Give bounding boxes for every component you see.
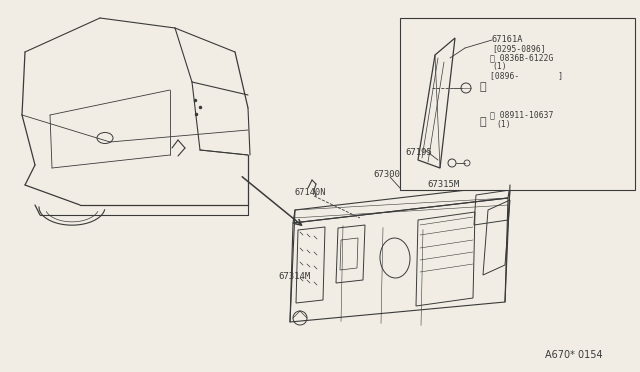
Text: [0295-0896]: [0295-0896] <box>492 44 546 53</box>
Text: Ⓢ: Ⓢ <box>480 82 486 92</box>
Text: Ⓢ 0836B-6122G: Ⓢ 0836B-6122G <box>490 53 554 62</box>
Text: 67195: 67195 <box>405 148 432 157</box>
Text: 67315M: 67315M <box>427 180 460 189</box>
Text: (1): (1) <box>492 62 507 71</box>
Text: Ⓝ: Ⓝ <box>480 117 486 127</box>
Text: 67161A: 67161A <box>492 35 524 44</box>
Text: Ⓝ 08911-10637: Ⓝ 08911-10637 <box>490 110 554 119</box>
Text: 67300: 67300 <box>373 170 400 179</box>
Text: A670* 0154: A670* 0154 <box>545 350 603 360</box>
Text: 67140N: 67140N <box>295 188 326 197</box>
Text: (1): (1) <box>496 120 511 129</box>
Bar <box>400 18 635 190</box>
Text: 67314M: 67314M <box>278 272 310 281</box>
Text: [0896-        ]: [0896- ] <box>490 71 563 80</box>
